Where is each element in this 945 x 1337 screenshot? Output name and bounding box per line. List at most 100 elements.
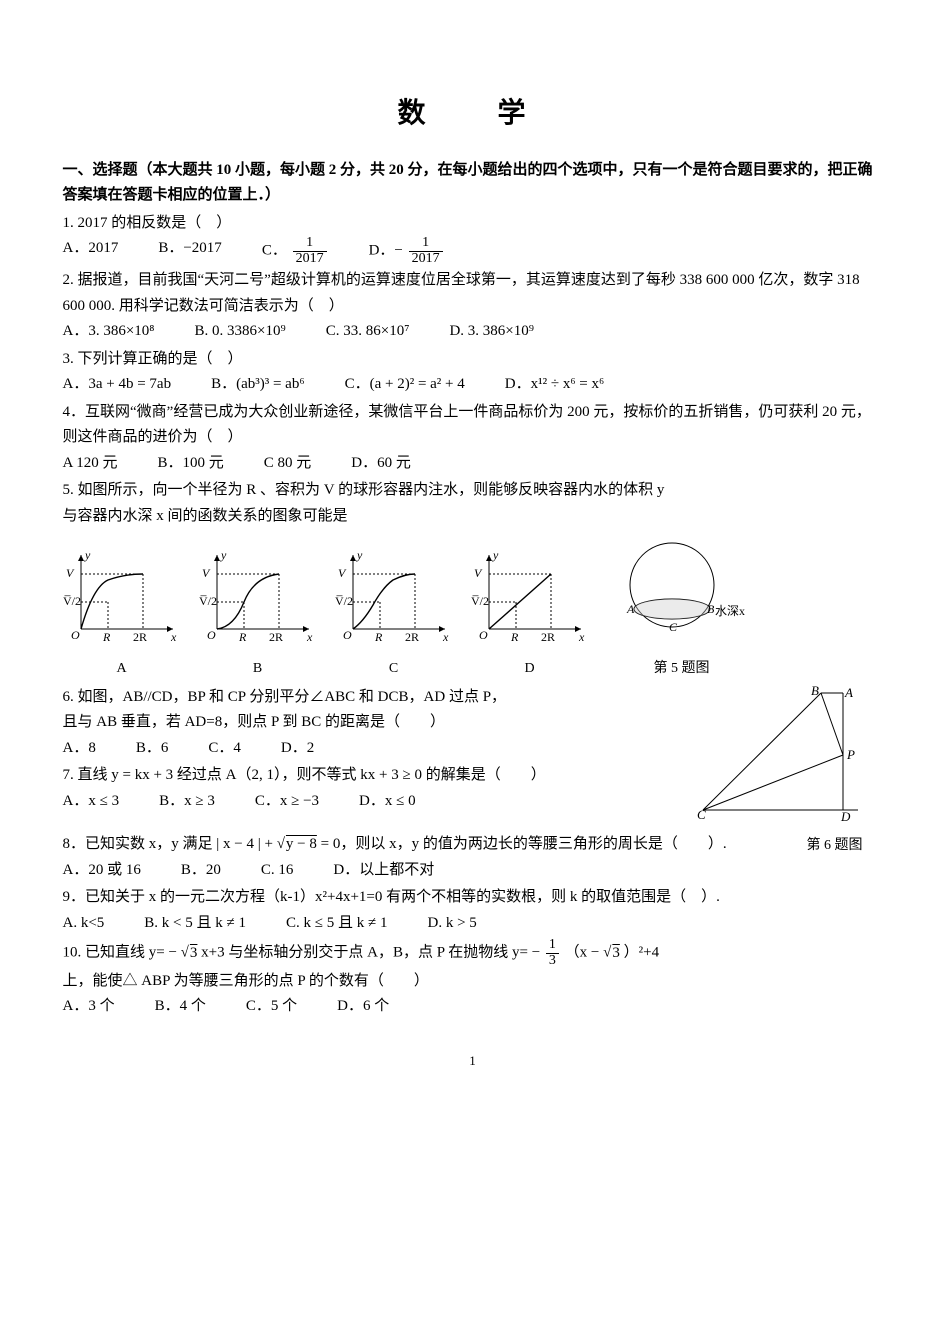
svg-text:V̅/2: V̅/2 [199, 594, 217, 608]
svg-text:V: V [66, 566, 75, 580]
q6-opt-d: D．2 [281, 736, 314, 762]
q2-options: A．3. 386×10⁸ B. 0. 3386×10⁹ C. 33. 86×10… [63, 319, 883, 345]
svg-text:V̅/2: V̅/2 [471, 594, 489, 608]
q6-opt-a: A．8 [63, 736, 96, 762]
q5-charts-row: y x V V̅/2 R 2R O A [63, 537, 883, 680]
fraction-icon: 1 3 [546, 938, 559, 968]
q10-options: A．3 个 B．4 个 C．5 个 D．6 个 [63, 994, 883, 1020]
page-number: 1 [63, 1050, 883, 1072]
chart-c-svg: y x V V̅/2 R 2R O [335, 547, 453, 647]
question-4: 4．互联网“微商”经营已成为大众创业新途径，某微信平台上一件商品标价为 200 … [63, 400, 883, 477]
q2-opt-b: B. 0. 3386×10⁹ [195, 319, 286, 345]
q5-sphere-figure: A B C 水深x 第 5 题图 [607, 537, 757, 680]
chart-a-label: A [63, 657, 181, 681]
chart-c: y x V V̅/2 R 2R O C [335, 547, 453, 680]
q1-opt-a: A．2017 [63, 236, 119, 266]
svg-text:A: A [844, 685, 853, 700]
q5-fig-caption: 第 5 题图 [607, 657, 757, 681]
q4-options: A 120 元 B．100 元 C 80 元 D．60 元 [63, 451, 883, 477]
q7-opt-d: D．x ≤ 0 [359, 789, 416, 815]
svg-text:V: V [202, 566, 211, 580]
svg-text:R: R [510, 630, 519, 644]
q8-options: A．20 或 16 B．20 C. 16 D．以上都不对 [63, 858, 883, 884]
q10-opt-a: A．3 个 [63, 994, 115, 1020]
q10-stem-2: 上，能使△ ABP 为等腰三角形的点 P 的个数有（ ） [63, 969, 883, 995]
q9-opt-c: C. k ≤ 5 且 k ≠ 1 [286, 911, 387, 937]
svg-text:O: O [71, 628, 80, 642]
svg-text:B: B [707, 602, 715, 616]
svg-text:B: B [811, 685, 819, 698]
q1-opt-c: C． 1 2017 [262, 236, 329, 266]
exam-page: 数 学 一、选择题（本大题共 10 小题，每小题 2 分，共 20 分，在每小题… [3, 0, 943, 1330]
svg-text:V̅/2: V̅/2 [63, 594, 81, 608]
section-1-heading: 一、选择题（本大题共 10 小题，每小题 2 分，共 20 分，在每小题给出的四… [63, 158, 883, 209]
svg-text:V̅/2: V̅/2 [335, 594, 353, 608]
sphere-icon: A B C 水深x [607, 537, 757, 647]
q7-opt-b: B．x ≥ 3 [159, 789, 215, 815]
q3-stem: 3. 下列计算正确的是（ ） [63, 347, 883, 373]
svg-text:2R: 2R [541, 630, 555, 644]
svg-text:2R: 2R [133, 630, 147, 644]
chart-b: y x V V̅/2 R 2R O B [199, 547, 317, 680]
q10-opt-c: C．5 个 [246, 994, 297, 1020]
q9-opt-d: D. k > 5 [427, 911, 476, 937]
chart-a-svg: y x V V̅/2 R 2R O [63, 547, 181, 647]
q3-opt-a: A．3a + 4b = 7ab [63, 372, 172, 398]
q4-opt-c: C 80 元 [264, 451, 312, 477]
q7-options: A．x ≤ 3 B．x ≥ 3 C．x ≥ −3 D．x ≤ 0 [63, 789, 883, 815]
chart-d: y x V V̅/2 R 2R O D [471, 547, 589, 680]
chart-c-label: C [335, 657, 453, 681]
q4-opt-d: D．60 元 [351, 451, 411, 477]
svg-text:x: x [442, 630, 449, 644]
chart-b-svg: y x V V̅/2 R 2R O [199, 547, 317, 647]
q9-opt-b: B. k < 5 且 k ≠ 1 [144, 911, 246, 937]
q8-opt-b: B．20 [181, 858, 221, 884]
q3-opt-d: D．x¹² ÷ x⁶ = x⁶ [505, 372, 604, 398]
svg-text:2R: 2R [269, 630, 283, 644]
q1-opt-b: B．−2017 [158, 236, 221, 266]
q7-opt-c: C．x ≥ −3 [255, 789, 319, 815]
svg-text:P: P [846, 747, 855, 762]
svg-text:y: y [84, 548, 91, 562]
q1-options: A．2017 B．−2017 C． 1 2017 D．− 1 2017 [63, 236, 883, 266]
svg-text:O: O [343, 628, 352, 642]
q10-opt-b: B．4 个 [155, 994, 206, 1020]
svg-text:R: R [102, 630, 111, 644]
q10-stem-1: 10. 已知直线 y= − √3 x+3 与坐标轴分别交于点 A，B，点 P 在… [63, 938, 883, 968]
svg-text:y: y [356, 548, 363, 562]
q8-opt-c: C. 16 [261, 858, 294, 884]
q2-stem: 2. 据报道，目前我国“天河二号”超级计算机的运算速度位居全球第一，其运算速度达… [63, 268, 883, 319]
q3-opt-c: C．(a + 2)² = a² + 4 [345, 372, 465, 398]
svg-text:x: x [170, 630, 177, 644]
q4-opt-b: B．100 元 [158, 451, 224, 477]
q2-opt-a: A．3. 386×10⁸ [63, 319, 155, 345]
q10-opt-d: D．6 个 [337, 994, 389, 1020]
svg-text:A: A [626, 602, 635, 616]
svg-text:水深x: 水深x [715, 604, 745, 618]
q8-opt-a: A．20 或 16 [63, 858, 141, 884]
question-7: 7. 直线 y = kx + 3 经过点 A（2, 1），则不等式 kx + 3… [63, 763, 883, 814]
svg-text:O: O [479, 628, 488, 642]
q9-stem: 9．已知关于 x 的一元二次方程（k-1）x²+4x+1=0 有两个不相等的实数… [63, 885, 883, 911]
question-1: 1. 2017 的相反数是（ ） A．2017 B．−2017 C． 1 201… [63, 211, 883, 267]
question-8: 8．已知实数 x，y 满足 | x − 4 | + √y − 8 = 0，则以 … [63, 832, 883, 883]
page-title: 数 学 [63, 90, 883, 138]
q9-opt-a: A. k<5 [63, 911, 105, 937]
q2-opt-d: D. 3. 386×10⁹ [449, 319, 534, 345]
svg-text:V: V [474, 566, 483, 580]
fraction-icon: 1 2017 [409, 236, 443, 266]
chart-d-svg: y x V V̅/2 R 2R O [471, 547, 589, 647]
question-3: 3. 下列计算正确的是（ ） A．3a + 4b = 7ab B．(ab³)³ … [63, 347, 883, 398]
q5-stem-2: 与容器内水深 x 间的函数关系的图象可能是 [63, 504, 883, 530]
q8-stem: 8．已知实数 x，y 满足 | x − 4 | + √y − 8 = 0，则以 … [63, 832, 883, 858]
q6-opt-b: B．6 [136, 736, 169, 762]
q2-opt-c: C. 33. 86×10⁷ [326, 319, 410, 345]
question-5: 5. 如图所示，向一个半径为 R 、容积为 V 的球形容器内注水，则能够反映容器… [63, 478, 883, 680]
q4-stem: 4．互联网“微商”经营已成为大众创业新途径，某微信平台上一件商品标价为 200 … [63, 400, 883, 451]
q8-opt-d: D．以上都不对 [333, 858, 434, 884]
svg-text:y: y [220, 548, 227, 562]
question-6: A B C D P 第 6 题图 6. 如图，AB//CD，BP 和 CP 分别… [63, 685, 883, 815]
q4-opt-a: A 120 元 [63, 451, 118, 477]
q9-options: A. k<5 B. k < 5 且 k ≠ 1 C. k ≤ 5 且 k ≠ 1… [63, 911, 883, 937]
q6-opt-c: C．4 [208, 736, 241, 762]
